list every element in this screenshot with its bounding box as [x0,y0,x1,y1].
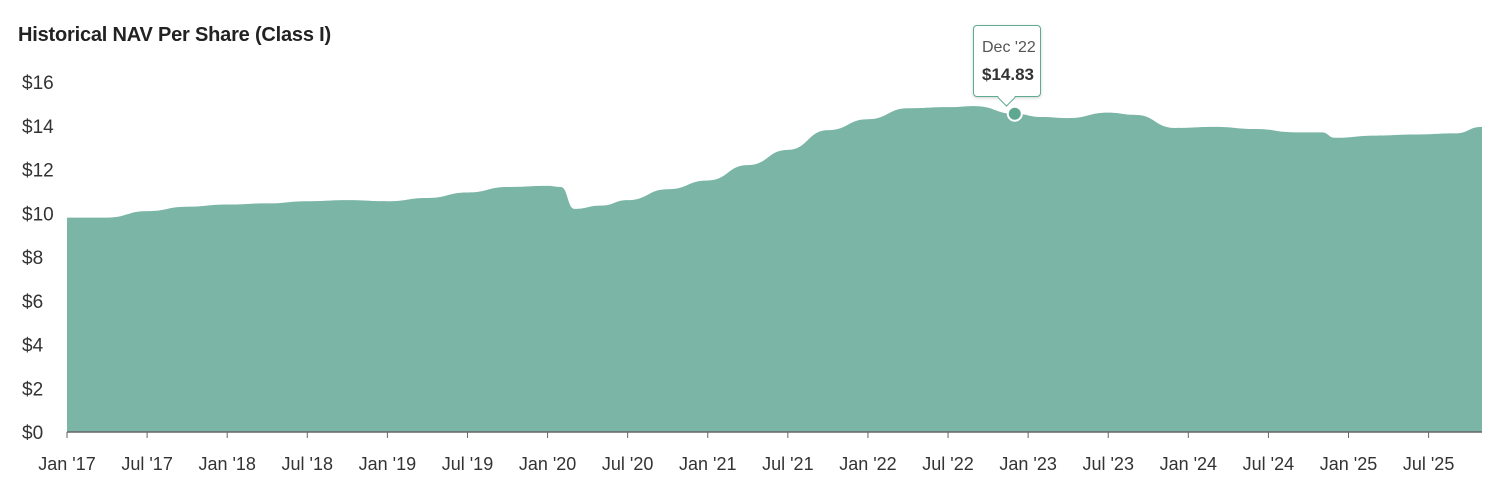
tooltip-value: $14.83 [982,65,1034,84]
nav-area-series [67,106,1482,432]
y-tick-label: $14 [22,117,54,138]
x-tick-label: Jan '25 [1320,454,1377,474]
x-tick-label: Jan '17 [38,454,95,474]
x-tick-label: Jan '24 [1160,454,1217,474]
hover-tooltip: Dec '22 $14.83 [973,25,1041,107]
x-tick-label: Jul '18 [282,454,333,474]
x-tick-label: Jan '23 [999,454,1056,474]
y-tick-label: $6 [22,292,43,313]
x-tick-label: Jul '22 [922,454,973,474]
y-tick-label: $8 [22,248,43,269]
x-tick-label: Jul '20 [602,454,653,474]
y-axis: $0 $2 $4 $6 $8 $10 $12 $14 $16 [22,73,54,444]
x-axis: Jan '17 Jul '17 Jan '18 Jul '18 Jan '19 Jul '… [38,431,1482,474]
chart-title: Historical NAV Per Share (Class I) [18,24,331,46]
y-tick-label: $0 [22,423,43,444]
x-tick-label: Jan '21 [679,454,736,474]
x-tick-label: Jul '24 [1243,454,1294,474]
x-tick-label: Jan '19 [359,454,416,474]
x-tick-label: Jul '17 [121,454,172,474]
y-tick-label: $16 [22,73,54,94]
x-tick-label: Jan '20 [519,454,576,474]
hover-point-marker [1006,105,1023,122]
x-tick-label: Jul '21 [762,454,813,474]
y-tick-label: $4 [22,336,44,357]
x-tick-label: Jul '19 [442,454,493,474]
x-tick-label: Jul '25 [1403,454,1454,474]
tooltip-date: Dec '22 [982,39,1036,56]
y-tick-label: $12 [22,161,54,182]
y-tick-label: $10 [22,204,54,225]
y-tick-label: $2 [22,379,43,400]
x-tick-label: Jul '23 [1082,454,1133,474]
x-tick-label: Jan '18 [198,454,255,474]
marker-layer [1006,105,1023,122]
area-layer [67,106,1482,432]
x-tick-label: Jan '22 [839,454,896,474]
